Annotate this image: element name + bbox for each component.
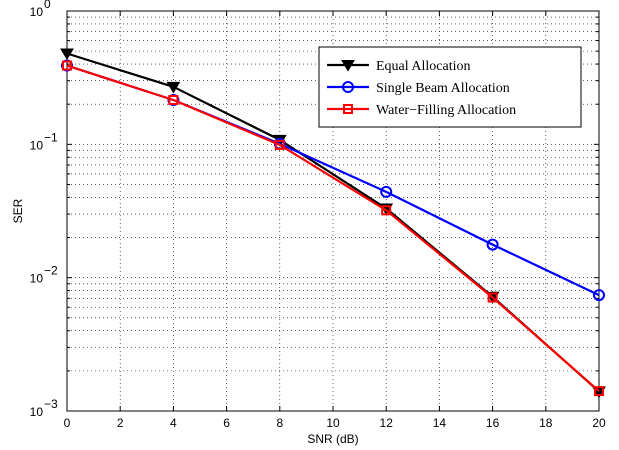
x-tick-label: 4 xyxy=(170,416,177,430)
x-tick-label: 10 xyxy=(326,416,340,430)
series-3 xyxy=(62,60,604,397)
legend-item: Water−Filling Allocation xyxy=(327,103,516,118)
y-tick-base: 10 xyxy=(30,405,44,419)
data-point xyxy=(62,60,72,71)
y-tick-base: 10 xyxy=(30,138,44,152)
data-point xyxy=(593,289,605,302)
x-tick-label: 8 xyxy=(276,416,283,430)
y-tick-label: 100 xyxy=(30,0,51,19)
x-tick-label: 2 xyxy=(117,416,124,430)
data-point xyxy=(594,386,604,397)
legend-label: Single Beam Allocation xyxy=(376,81,510,96)
legend-marker xyxy=(343,104,353,114)
data-point xyxy=(60,48,74,61)
series-group xyxy=(60,48,606,399)
legend-marker xyxy=(341,60,355,72)
y-tick-exponent: 0 xyxy=(44,0,51,11)
y-tick-base: 10 xyxy=(30,5,44,19)
y-tick-exponent: −1 xyxy=(44,130,58,144)
data-point xyxy=(486,238,499,251)
data-point xyxy=(166,81,181,94)
x-tick-label: 14 xyxy=(433,416,447,430)
y-tick-exponent: −3 xyxy=(44,397,58,411)
legend-item: Single Beam Allocation xyxy=(327,81,510,96)
series-line xyxy=(66,64,600,392)
x-tick-label: 18 xyxy=(539,416,553,430)
legend-marker xyxy=(342,81,354,93)
legend-label: Equal Allocation xyxy=(376,59,470,74)
legend-item: Equal Allocation xyxy=(327,59,470,74)
y-tick-label: 10−1 xyxy=(30,130,58,152)
x-tick-label: 20 xyxy=(592,416,606,430)
y-axis-label: SER xyxy=(11,198,25,223)
data-point xyxy=(381,205,392,216)
y-tick-base: 10 xyxy=(30,272,44,286)
legend-label: Water−Filling Allocation xyxy=(376,103,516,118)
x-tick-label: 12 xyxy=(380,416,394,430)
y-tick-label: 10−3 xyxy=(30,397,58,419)
y-tick-exponent: −2 xyxy=(44,264,58,278)
x-tick-label: 6 xyxy=(223,416,230,430)
x-tick-label: 16 xyxy=(486,416,500,430)
data-point xyxy=(487,292,498,303)
data-point xyxy=(274,139,285,150)
x-tick-label: 0 xyxy=(64,416,71,430)
data-point xyxy=(168,95,179,106)
legend: Equal Allocation Single Beam Allocation Wa… xyxy=(318,46,582,128)
data-point xyxy=(380,185,393,198)
y-tick-label: 10−2 xyxy=(30,264,58,286)
x-axis-label: SNR (dB) xyxy=(307,432,358,446)
